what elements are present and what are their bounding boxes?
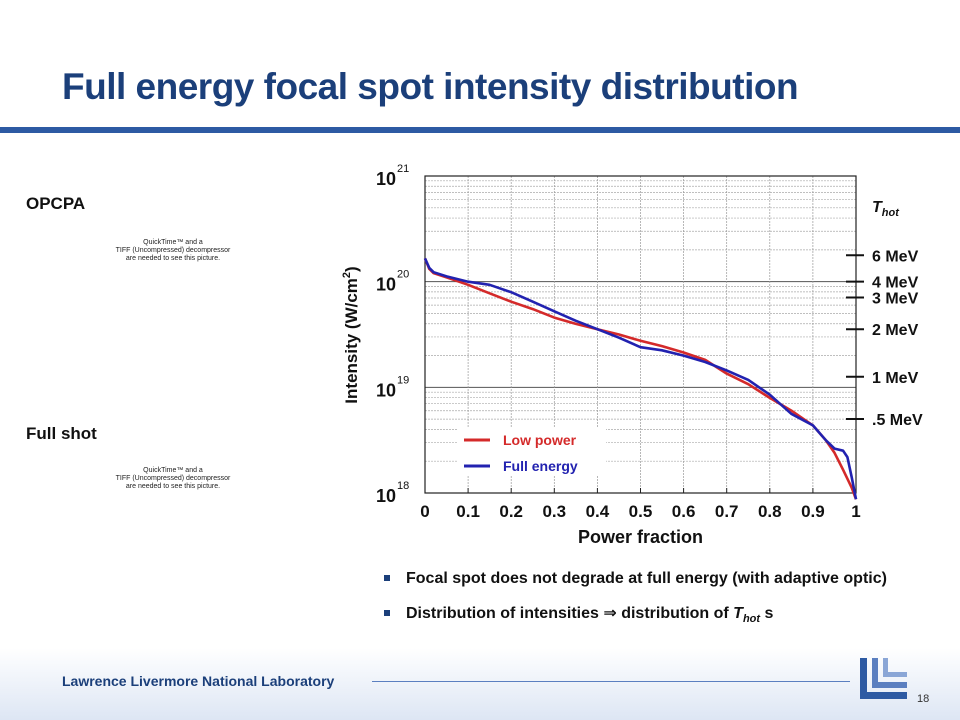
thot-symbol: T xyxy=(733,605,743,622)
thot-title: Thot xyxy=(872,199,900,219)
x-tick-label: 0.9 xyxy=(801,502,825,521)
x-tick-label: 0.5 xyxy=(629,502,653,521)
y-tick-base: 10 xyxy=(376,275,396,295)
x-tick-label: 0.1 xyxy=(456,502,480,521)
x-tick-label: 0.4 xyxy=(586,502,610,521)
x-tick-label: 0.2 xyxy=(499,502,523,521)
chart-legend: Low power Full energy xyxy=(458,428,606,476)
footer-band xyxy=(0,648,960,720)
placeholder-line: QuickTime™ and a xyxy=(143,467,203,474)
placeholder-line: are needed to see this picture. xyxy=(125,255,221,262)
x-tick-label: 0 xyxy=(420,502,429,521)
x-axis-title: Power fraction xyxy=(578,527,703,547)
legend-box xyxy=(458,428,606,476)
thot-level-label: 1 MeV xyxy=(872,370,919,387)
bullet-text: distribution of xyxy=(616,605,734,622)
bullet-text: Focal spot does not degrade at full ener… xyxy=(406,570,887,587)
title-underline-bar xyxy=(0,127,960,133)
placeholder-line: are needed to see this picture. xyxy=(125,483,221,490)
thot-level-label: 4 MeV xyxy=(872,275,919,292)
thot-level-label: .5 MeV xyxy=(872,412,923,429)
placeholder-line: QuickTime™ and a xyxy=(143,239,203,246)
thot-level-label: 6 MeV xyxy=(872,248,919,265)
y-tick-exponent: 19 xyxy=(397,374,409,386)
y-tick-base: 10 xyxy=(376,380,396,400)
thot-level-label: 2 MeV xyxy=(872,322,919,339)
y-tick-label: 10 21 xyxy=(376,163,409,189)
image-placeholder-opcpa: QuickTime™ and a TIFF (Uncompressed) dec… xyxy=(98,239,248,263)
y-tick-base: 10 xyxy=(376,169,396,189)
bullet-list: Focal spot does not degrade at full ener… xyxy=(384,568,904,644)
bullet-text: Distribution of intensities xyxy=(406,605,604,622)
footer-divider xyxy=(372,681,850,682)
fullshot-label: Full shot xyxy=(26,424,97,443)
y-tick-exponent: 21 xyxy=(397,163,409,175)
bullet-square-icon xyxy=(384,575,390,581)
y-tick-label: 10 20 xyxy=(376,269,409,295)
placeholder-line: TIFF (Uncompressed) decompressor xyxy=(115,247,231,254)
x-tick-label: 0.3 xyxy=(542,502,566,521)
y-tick-label: 10 18 xyxy=(376,480,409,506)
series-line-full-energy xyxy=(423,257,858,500)
x-tick-label: 0.6 xyxy=(672,502,696,521)
placeholder-line: TIFF (Uncompressed) decompressor xyxy=(115,475,231,482)
page-number: 18 xyxy=(917,693,930,705)
bullet-square-icon xyxy=(384,610,390,616)
y-tick-label: 10 19 xyxy=(376,374,409,400)
y-tick-base: 10 xyxy=(376,486,396,506)
bullet-item: Distribution of intensities ⇒ distributi… xyxy=(384,603,904,630)
thot-subscript: hot xyxy=(742,613,761,626)
legend-label: Low power xyxy=(503,432,577,448)
footer-lab-name: Lawrence Livermore National Laboratory xyxy=(62,673,335,689)
y-tick-exponent: 18 xyxy=(397,480,409,492)
thot-level-label: 3 MeV xyxy=(872,291,919,308)
legend-label: Full energy xyxy=(503,458,578,474)
opcpa-label: OPCPA xyxy=(26,194,86,213)
bullet-item: Focal spot does not degrade at full ener… xyxy=(384,568,904,589)
y-tick-exponent: 20 xyxy=(397,269,409,281)
x-tick-label: 0.7 xyxy=(715,502,739,521)
implies-arrow-icon: ⇒ xyxy=(603,605,617,622)
x-tick-label: 0.8 xyxy=(758,502,782,521)
x-tick-label: 1 xyxy=(851,502,860,521)
slide-title: Full energy focal spot intensity distrib… xyxy=(62,66,799,107)
image-placeholder-fullshot: QuickTime™ and a TIFF (Uncompressed) dec… xyxy=(98,467,248,491)
llnl-logo-icon xyxy=(860,658,907,699)
bullet-text: s xyxy=(760,605,774,622)
y-axis-title: Intensity (W/cm2) xyxy=(341,266,361,403)
